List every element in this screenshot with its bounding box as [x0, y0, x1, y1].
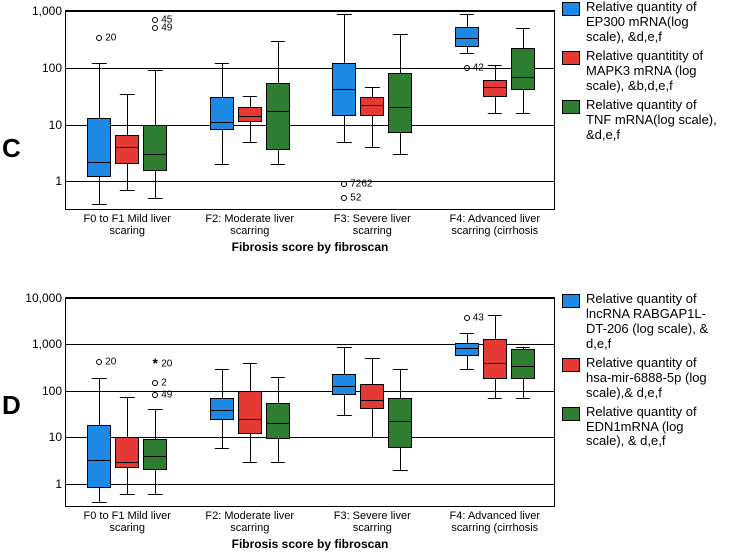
panel-d-xaxis-title: Fibrosis score by fibroscan: [232, 537, 389, 551]
boxplot-TNF: [388, 11, 412, 209]
ytick-label: 1: [55, 174, 62, 188]
xtick-label: F2: Moderate liverscarring: [190, 510, 310, 534]
legend-item-hsa-mir-6888-5p: Relative quantity of hsa-mir-6888-5p (lo…: [562, 356, 721, 401]
legend-swatch: [562, 358, 580, 372]
panel-d-label: D: [2, 390, 21, 421]
boxplot-RABGAP1L: 43: [455, 298, 479, 506]
outlier-point: [464, 315, 470, 321]
legend-label: Relative quantity of hsa-mir-6888-5p (lo…: [586, 356, 721, 401]
ytick-label: 100: [42, 61, 62, 75]
outlier-label: 49: [161, 390, 172, 401]
boxplot-TNF: 4549: [143, 11, 167, 209]
boxplot-MAPK3: [115, 11, 139, 209]
legend-label: Relative quantity of EP300 mRNA(log scal…: [586, 0, 721, 45]
panel-c-plot: 1101001,000F0 to F1 Mild liverscaringF2:…: [65, 10, 555, 210]
boxplot-EDN1: [266, 298, 290, 506]
outlier-point: [152, 17, 158, 23]
boxplot-TNF: [266, 11, 290, 209]
boxplot-EDN1: [511, 298, 535, 506]
ytick-label: 10: [49, 430, 62, 444]
legend-item-EP300: Relative quantity of EP300 mRNA(log scal…: [562, 0, 721, 45]
xtick-label: F3: Severe liverscarring: [312, 213, 432, 237]
legend-item-RABGAP1L: Relative quantity of lncRNA RABGAP1L-DT-…: [562, 292, 721, 352]
legend-swatch: [562, 407, 580, 421]
boxplot-MAPK3: [360, 11, 384, 209]
outlier-point: [464, 65, 470, 71]
boxplot-RABGAP1L: [332, 298, 356, 506]
outlier-point: [152, 380, 158, 386]
boxplot-EP300: 20: [87, 11, 111, 209]
boxplot-hsa-mir-6888-5p: [360, 298, 384, 506]
boxplot-EDN1: [388, 298, 412, 506]
outlier-point: [341, 181, 347, 187]
boxplot-EP300: 726252: [332, 11, 356, 209]
outlier-label: 2: [161, 377, 167, 388]
xtick-label: F3: Severe liverscarring: [312, 510, 432, 534]
ytick-label: 10: [49, 118, 62, 132]
legend-item-TNF: Relative quantity of TNF mRNA(log scale)…: [562, 98, 721, 143]
outlier-point: [96, 359, 102, 365]
ytick-label: 1,000: [32, 337, 62, 351]
boxplot-EDN1: *20249: [143, 298, 167, 506]
outlier-point: [152, 25, 158, 31]
legend-item-EDN1: Relative quantity of EDN1mRNA (log scale…: [562, 405, 721, 450]
outlier-star: *: [153, 355, 158, 371]
boxplot-hsa-mir-6888-5p: [483, 298, 507, 506]
legend-swatch: [562, 294, 580, 308]
boxplot-EP300: [210, 11, 234, 209]
xtick-label: F0 to F1 Mild liverscaring: [67, 213, 187, 237]
xtick-label: F4: Advanced liverscarring (cirrhosis: [435, 510, 555, 534]
xtick-label: F4: Advanced liverscarring (cirrhosis: [435, 213, 555, 237]
boxplot-hsa-mir-6888-5p: [238, 298, 262, 506]
xtick-label: F0 to F1 Mild liverscaring: [67, 510, 187, 534]
outlier-point: [96, 35, 102, 41]
ytick-label: 10,000: [25, 291, 62, 305]
outlier-label: 20: [161, 358, 172, 369]
panel-c-xaxis-title: Fibrosis score by fibroscan: [232, 240, 389, 254]
ytick-label: 100: [42, 384, 62, 398]
boxplot-hsa-mir-6888-5p: [115, 298, 139, 506]
ytick-label: 1: [55, 477, 62, 491]
legend-label: Relative quantity of lncRNA RABGAP1L-DT-…: [586, 292, 721, 352]
panel-c-label: C: [2, 133, 21, 164]
legend-swatch: [562, 100, 580, 114]
legend-swatch: [562, 51, 580, 65]
panel-d-legend: Relative quantity of lncRNA RABGAP1L-DT-…: [562, 292, 721, 453]
legend-label: Relative quantity of EDN1mRNA (log scale…: [586, 405, 721, 450]
boxplot-EP300: 42: [455, 11, 479, 209]
legend-item-MAPK3: Relative quantitity of MAPK3 mRNA (log s…: [562, 49, 721, 94]
outlier-point: [152, 392, 158, 398]
boxplot-MAPK3: [238, 11, 262, 209]
legend-swatch: [562, 2, 580, 16]
boxplot-MAPK3: [483, 11, 507, 209]
legend-label: Relative quantitity of MAPK3 mRNA (log s…: [586, 49, 721, 94]
xtick-label: F2: Moderate liverscarring: [190, 213, 310, 237]
boxplot-RABGAP1L: [210, 298, 234, 506]
legend-label: Relative quantity of TNF mRNA(log scale)…: [586, 98, 721, 143]
panel-d-plot: 1101001,00010,000F0 to F1 Mild liverscar…: [65, 297, 555, 507]
outlier-label: 49: [161, 23, 172, 34]
ytick-label: 1,000: [32, 4, 62, 18]
boxplot-RABGAP1L: 20: [87, 298, 111, 506]
outlier-point: [341, 195, 347, 201]
panel-c-legend: Relative quantity of EP300 mRNA(log scal…: [562, 0, 721, 146]
boxplot-TNF: [511, 11, 535, 209]
